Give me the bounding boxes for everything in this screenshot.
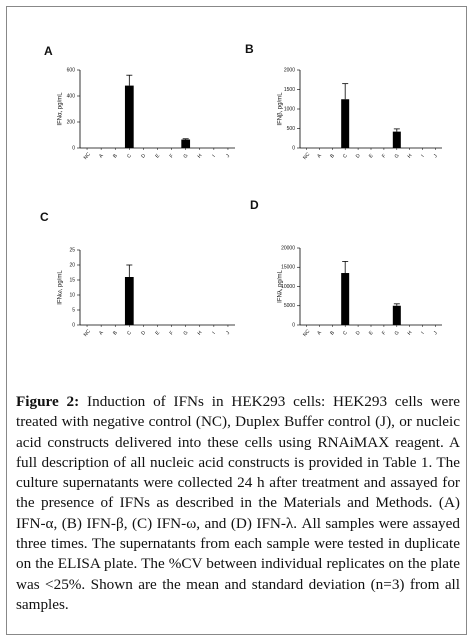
x-tick-label: NC bbox=[302, 151, 311, 161]
y-tick-label: 10000 bbox=[281, 284, 295, 290]
x-tick-label: NC bbox=[83, 328, 92, 338]
y-tick-label: 0 bbox=[72, 145, 75, 151]
caption-label: Figure 2: bbox=[16, 393, 80, 410]
x-tick-label: I bbox=[420, 154, 425, 159]
x-tick-label: E bbox=[154, 152, 161, 159]
x-tick-label: B bbox=[112, 329, 119, 336]
y-tick-label: 5000 bbox=[284, 303, 295, 309]
bar bbox=[124, 277, 134, 325]
x-tick-label: B bbox=[329, 329, 336, 336]
y-tick-label: 1000 bbox=[284, 106, 295, 112]
x-tick-label: F bbox=[169, 153, 176, 159]
x-tick-label: E bbox=[368, 152, 375, 159]
x-tick-label: J bbox=[433, 153, 440, 159]
x-tick-label: A bbox=[98, 329, 105, 336]
x-tick-label: C bbox=[126, 153, 133, 160]
y-tick-label: 0 bbox=[292, 322, 295, 328]
x-tick-label: A bbox=[98, 152, 105, 159]
figure-frame bbox=[6, 6, 467, 635]
y-axis-label: IFNω, pg/mL bbox=[58, 270, 64, 305]
x-tick-label: H bbox=[197, 153, 204, 160]
y-tick-label: 500 bbox=[287, 126, 296, 132]
x-tick-label: NC bbox=[83, 151, 92, 161]
panel-label: D bbox=[250, 198, 259, 212]
x-tick-label: G bbox=[182, 153, 189, 160]
y-tick-label: 15000 bbox=[281, 265, 295, 271]
bar bbox=[341, 273, 350, 325]
x-tick-label: D bbox=[355, 153, 362, 160]
x-tick-label: E bbox=[154, 329, 161, 336]
x-tick-label: H bbox=[197, 330, 204, 337]
x-tick-label: H bbox=[407, 330, 414, 337]
y-axis-label: IFNλ, pg/mL bbox=[278, 270, 284, 303]
y-axis-label: IFNα, pg/mL bbox=[58, 92, 64, 126]
x-tick-label: F bbox=[381, 153, 388, 159]
bar bbox=[341, 99, 350, 148]
caption: Figure 2: Induction of IFNs in HEK293 ce… bbox=[16, 392, 460, 615]
y-tick-label: 20000 bbox=[281, 245, 295, 251]
x-tick-label: D bbox=[140, 330, 147, 337]
y-tick-label: 15 bbox=[69, 277, 75, 283]
x-tick-label: H bbox=[407, 153, 414, 160]
x-tick-label: D bbox=[355, 330, 362, 337]
bar bbox=[181, 139, 191, 148]
x-tick-label: F bbox=[381, 330, 388, 336]
x-tick-label: G bbox=[394, 330, 401, 337]
y-tick-label: 0 bbox=[292, 145, 295, 151]
bar bbox=[124, 85, 134, 148]
x-tick-label: D bbox=[140, 153, 147, 160]
panel-label: C bbox=[40, 210, 49, 224]
x-tick-label: G bbox=[182, 330, 189, 337]
x-tick-label: I bbox=[420, 331, 425, 336]
y-tick-label: 0 bbox=[72, 322, 75, 328]
x-tick-label: B bbox=[329, 152, 336, 159]
panel-label: A bbox=[44, 44, 53, 58]
x-tick-label: A bbox=[316, 152, 323, 159]
x-tick-label: I bbox=[211, 331, 216, 336]
x-tick-label: A bbox=[316, 329, 323, 336]
x-tick-label: J bbox=[433, 330, 440, 336]
y-tick-label: 5 bbox=[72, 307, 75, 313]
x-tick-label: E bbox=[368, 329, 375, 336]
x-tick-label: C bbox=[342, 330, 349, 337]
bar bbox=[392, 305, 401, 325]
panel-label: B bbox=[245, 42, 254, 56]
x-tick-label: C bbox=[126, 330, 133, 337]
y-tick-label: 600 bbox=[67, 67, 76, 73]
y-tick-label: 25 bbox=[69, 247, 75, 253]
x-tick-label: C bbox=[342, 153, 349, 160]
y-tick-label: 400 bbox=[67, 93, 76, 99]
y-tick-label: 10 bbox=[69, 292, 75, 298]
y-tick-label: 200 bbox=[67, 119, 76, 125]
y-tick-label: 1500 bbox=[284, 87, 295, 93]
x-tick-label: I bbox=[211, 154, 216, 159]
y-tick-label: 20 bbox=[69, 262, 75, 268]
x-tick-label: B bbox=[112, 152, 119, 159]
x-tick-label: J bbox=[225, 330, 232, 336]
x-tick-label: J bbox=[225, 153, 232, 159]
x-tick-label: NC bbox=[302, 328, 311, 338]
caption-text: Induction of IFNs in HEK293 cells: HEK29… bbox=[16, 393, 461, 613]
y-axis-label: IFNβ, pg/mL bbox=[278, 92, 284, 126]
x-tick-label: G bbox=[394, 153, 401, 160]
bar bbox=[392, 131, 401, 148]
y-tick-label: 2000 bbox=[284, 67, 295, 73]
x-tick-label: F bbox=[169, 330, 176, 336]
